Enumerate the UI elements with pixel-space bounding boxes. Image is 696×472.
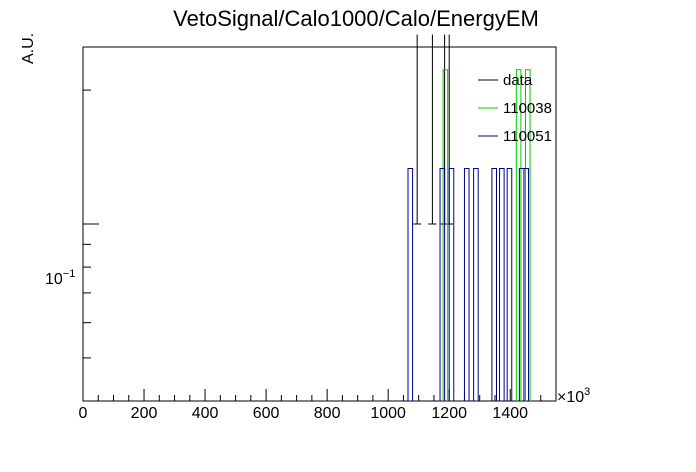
svg-text:×103: ×103	[557, 386, 590, 406]
histogram-bin	[506, 167, 513, 401]
x-axis-multiplier: ×103	[557, 386, 590, 406]
x-tick-label: 200	[131, 405, 158, 422]
x-multiplier-base: ×10	[557, 389, 584, 406]
y-tick-base: 10	[45, 271, 63, 288]
plot-frame	[82, 46, 557, 402]
chart-title: VetoSignal/Calo1000/Calo/EnergyEM	[173, 6, 539, 31]
x-tick-label: 1000	[370, 405, 406, 422]
x-tick-label: 0	[79, 405, 88, 422]
legend-label-110038: 110038	[503, 100, 552, 117]
series-110051	[407, 167, 530, 401]
histogram-bin	[524, 69, 531, 401]
series-110038	[442, 69, 531, 401]
histogram-bin	[523, 167, 530, 401]
x-tick-label: 1200	[431, 405, 467, 422]
histogram-bin	[518, 167, 525, 401]
histogram-bin	[473, 167, 479, 401]
histogram-bin	[439, 167, 446, 401]
y-tick-exponent: −1	[63, 268, 76, 280]
legend-label-data: data	[503, 72, 533, 89]
x-tick-label: 400	[192, 405, 219, 422]
x-multiplier-exponent: 3	[584, 386, 590, 398]
histogram-bin	[515, 69, 522, 401]
histogram-bin	[448, 167, 455, 401]
y-axis-label: A.U.	[20, 33, 37, 64]
x-tick-label: 800	[314, 405, 341, 422]
histogram-bin	[491, 167, 497, 401]
svg-text:10−1: 10−1	[45, 268, 75, 288]
histogram-bin	[499, 167, 505, 401]
legend-label-110051: 110051	[503, 128, 552, 145]
histogram-bin	[463, 167, 470, 401]
plot-frame-rect	[82, 46, 557, 402]
y-tick-label: 10−1	[45, 268, 75, 288]
x-tick-label: 1400	[492, 405, 528, 422]
series-layer	[407, 34, 531, 401]
histogram-bin	[407, 167, 414, 401]
x-axis: 0 200 400 600 800 1000 1200 1400	[79, 389, 557, 422]
legend: data 110038 110051	[478, 72, 552, 145]
histogram-bin	[442, 69, 449, 401]
y-axis	[83, 89, 99, 402]
x-tick-label: 600	[253, 405, 280, 422]
